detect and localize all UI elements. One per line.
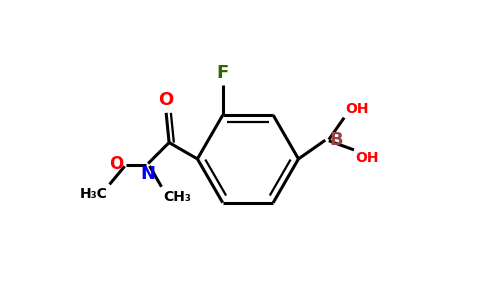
Text: N: N: [140, 165, 155, 183]
Text: OH: OH: [355, 152, 379, 165]
Text: OH: OH: [346, 102, 369, 116]
Text: B: B: [329, 131, 343, 149]
Text: O: O: [158, 91, 174, 109]
Text: CH₃: CH₃: [163, 190, 191, 204]
Text: F: F: [216, 64, 229, 82]
Text: O: O: [109, 155, 123, 173]
Text: H₃C: H₃C: [80, 188, 108, 201]
